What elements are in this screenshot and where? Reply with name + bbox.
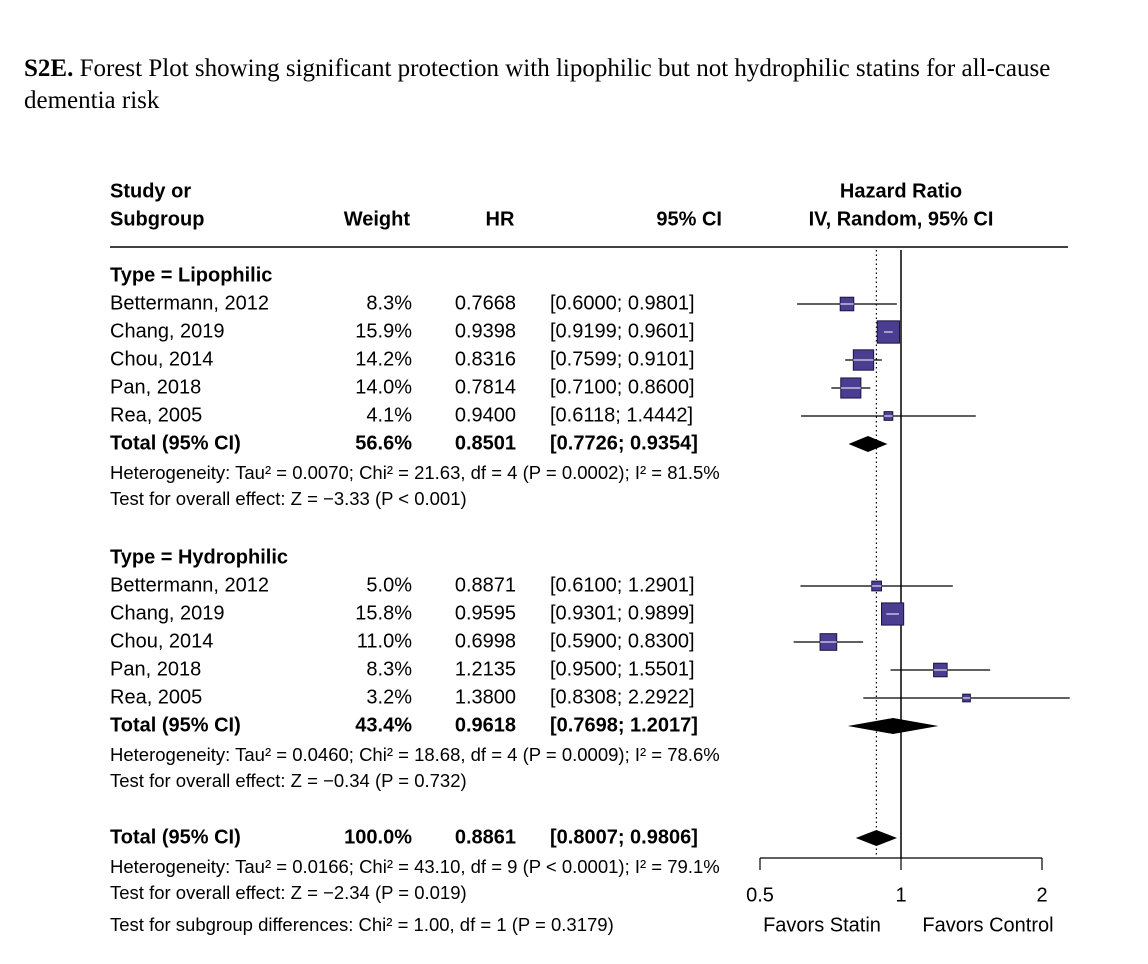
hazard-ratio: 0.9618 bbox=[455, 714, 516, 736]
hazard-ratio: 0.9595 bbox=[455, 602, 516, 624]
study-name: Total (95% CI) bbox=[110, 714, 241, 736]
hazard-ratio: 0.8501 bbox=[455, 432, 516, 454]
column-header: 95% CI bbox=[656, 208, 722, 230]
weight: 3.2% bbox=[366, 686, 412, 708]
hazard-ratio: 0.6998 bbox=[455, 630, 516, 652]
title-text: Forest Plot showing significant protecti… bbox=[24, 55, 1051, 114]
study-name: Chou, 2014 bbox=[110, 630, 213, 652]
weight: 100.0% bbox=[344, 826, 412, 848]
heterogeneity: Heterogeneity: Tau² = 0.0070; Chi² = 21.… bbox=[110, 462, 720, 483]
x-tick-label: 0.5 bbox=[746, 884, 774, 906]
weight: 8.3% bbox=[366, 658, 412, 680]
study-name: Pan, 2018 bbox=[110, 376, 201, 398]
summary-diamond bbox=[848, 436, 888, 452]
subgroup-label: Type = Lipophilic bbox=[110, 264, 272, 286]
study-name: Rea, 2005 bbox=[110, 404, 202, 426]
heterogeneity: Heterogeneity: Tau² = 0.0166; Chi² = 43.… bbox=[110, 856, 720, 877]
weight: 56.6% bbox=[355, 432, 412, 454]
column-header: Subgroup bbox=[110, 208, 204, 230]
confidence-interval: [0.7599; 0.9101] bbox=[550, 348, 695, 370]
confidence-interval: [0.7698; 1.2017] bbox=[550, 714, 698, 736]
column-header: Hazard Ratio bbox=[840, 180, 962, 202]
x-annotation: Favors Statin bbox=[763, 914, 881, 936]
summary-diamond bbox=[855, 830, 898, 846]
confidence-interval: [0.9500; 1.5501] bbox=[550, 658, 695, 680]
column-header: HR bbox=[486, 208, 515, 230]
confidence-interval: [0.6100; 1.2901] bbox=[550, 574, 695, 596]
confidence-interval: [0.8007; 0.9806] bbox=[550, 826, 698, 848]
column-header: Study or bbox=[110, 180, 191, 202]
study-name: Bettermann, 2012 bbox=[110, 574, 269, 596]
hazard-ratio: 1.2135 bbox=[455, 658, 516, 680]
title-label: S2E. bbox=[24, 55, 74, 82]
weight: 5.0% bbox=[366, 574, 412, 596]
weight: 14.2% bbox=[355, 348, 412, 370]
confidence-interval: [0.9301; 0.9899] bbox=[550, 602, 695, 624]
confidence-interval: [0.7100; 0.8600] bbox=[550, 376, 695, 398]
subgroup-label: Type = Hydrophilic bbox=[110, 546, 288, 568]
study-name: Pan, 2018 bbox=[110, 658, 201, 680]
hazard-ratio: 0.7814 bbox=[455, 376, 516, 398]
overall-effect: Test for overall effect: Z = −0.34 (P = … bbox=[110, 770, 467, 791]
weight: 15.9% bbox=[355, 320, 412, 342]
study-name: Bettermann, 2012 bbox=[110, 292, 269, 314]
summary-diamond bbox=[847, 718, 939, 734]
column-header: IV, Random, 95% CI bbox=[809, 208, 994, 230]
hazard-ratio: 0.9398 bbox=[455, 320, 516, 342]
study-name: Chang, 2019 bbox=[110, 602, 225, 624]
weight: 14.0% bbox=[355, 376, 412, 398]
study-name: Rea, 2005 bbox=[110, 686, 202, 708]
weight: 4.1% bbox=[366, 404, 412, 426]
study-name: Total (95% CI) bbox=[110, 432, 241, 454]
confidence-interval: [0.9199; 0.9601] bbox=[550, 320, 695, 342]
weight: 15.8% bbox=[355, 602, 412, 624]
column-header: Weight bbox=[344, 208, 411, 230]
hazard-ratio: 1.3800 bbox=[455, 686, 516, 708]
study-name: Chou, 2014 bbox=[110, 348, 213, 370]
title: S2E. Forest Plot showing significant pro… bbox=[24, 53, 1099, 117]
subgroup-differences: Test for subgroup differences: Chi² = 1.… bbox=[110, 914, 614, 935]
x-annotation: Favors Control bbox=[922, 914, 1053, 936]
hazard-ratio: 0.7668 bbox=[455, 292, 516, 314]
weight: 11.0% bbox=[357, 630, 412, 652]
confidence-interval: [0.6118; 1.4442] bbox=[550, 404, 693, 426]
hazard-ratio: 0.8871 bbox=[455, 574, 516, 596]
overall-effect: Test for overall effect: Z = −2.34 (P = … bbox=[110, 882, 467, 903]
weight: 8.3% bbox=[366, 292, 412, 314]
heterogeneity: Heterogeneity: Tau² = 0.0460; Chi² = 18.… bbox=[110, 744, 720, 765]
confidence-interval: [0.6000; 0.9801] bbox=[550, 292, 695, 314]
overall-effect: Test for overall effect: Z = −3.33 (P < … bbox=[110, 488, 467, 509]
x-tick-label: 1 bbox=[895, 884, 906, 906]
study-name: Chang, 2019 bbox=[110, 320, 225, 342]
study-name: Total (95% CI) bbox=[110, 826, 241, 848]
confidence-interval: [0.8308; 2.2922] bbox=[550, 686, 695, 708]
confidence-interval: [0.5900; 0.8300] bbox=[550, 630, 695, 652]
weight: 43.4% bbox=[355, 714, 412, 736]
hazard-ratio: 0.9400 bbox=[455, 404, 516, 426]
hazard-ratio: 0.8861 bbox=[455, 826, 516, 848]
hazard-ratio: 0.8316 bbox=[455, 348, 516, 370]
x-tick-label: 2 bbox=[1036, 884, 1047, 906]
confidence-interval: [0.7726; 0.9354] bbox=[550, 432, 698, 454]
